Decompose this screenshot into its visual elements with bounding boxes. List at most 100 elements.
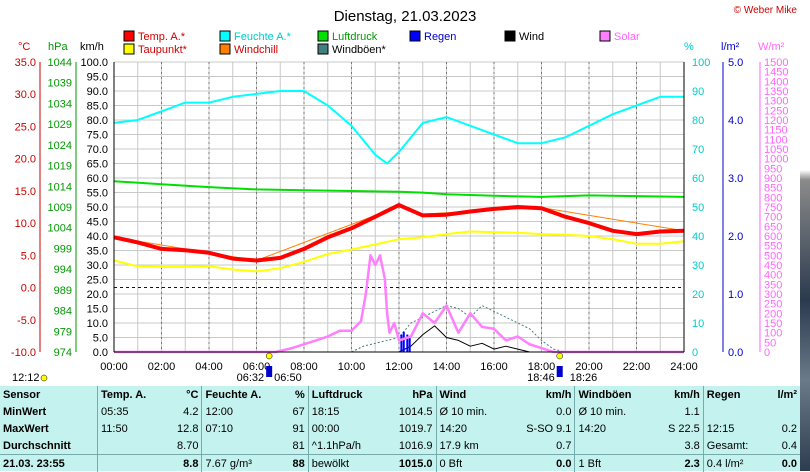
legend-label-regen: Regen [424,31,456,43]
x-tick-label: 24:00 [670,361,698,373]
pressure-tick-label: 989 [54,285,72,297]
wind-tick-label: 65.0 [87,159,108,171]
rain-tick-label: 3.0 [728,173,743,185]
x-tick-label: 10:00 [338,361,366,373]
wind-tick-label: 35.0 [87,246,108,258]
stats-rain-value: 0.2 [766,420,800,437]
stats-temp-time: 11:50 [98,420,166,437]
stats-row-average: Durchschnitt 8.70 81 ^1.1hPa/h 1016.9 17… [0,437,800,455]
humidity-tick-label: 80 [692,115,704,127]
pressure-tick-label: 984 [54,306,72,318]
humidity-unit-label: % [684,41,694,53]
stats-header-wind-unit: km/h [507,386,575,403]
x-tick-label: 22:00 [623,361,651,373]
legend-swatch-taupunkt [124,44,134,54]
stats-wind-value: 0.7 [507,437,575,455]
stats-wind-time: Ø 10 min. [436,403,507,420]
wind-tick-label: 0.0 [93,347,108,359]
temp-tick-label: 30.0 [15,89,36,101]
wind-tick-label: 10.0 [87,318,108,330]
temp-tick-label: 0.0 [21,283,36,295]
wind-tick-label: 15.0 [87,304,108,316]
stats-gust-value: 3.8 [653,437,703,455]
humidity-tick-label: 70 [692,144,704,156]
legend-swatch-temp-a [124,31,134,41]
stats-rain-time: Gesamt: [703,437,766,455]
stats-hum-time: 12:00 [202,403,284,420]
stats-press-time: bewölkt [308,455,383,472]
temp-tick-label: -5.0 [17,315,36,327]
stats-gust-time [575,437,653,455]
stats-temp-time: 05:35 [98,403,166,420]
stats-wind-time: 0 Bft [436,455,507,472]
legend-swatch-windböen [318,44,328,54]
moon-time: 12:12 [12,372,40,384]
x-tick-label: 12:00 [385,361,413,373]
sunset-time-bottom: 18:26 [570,372,598,384]
wind-tick-label: 70.0 [87,144,108,156]
wind-tick-label: 85.0 [87,101,108,113]
stats-temp-value: 8.8 [165,455,202,472]
wind-tick-label: 20.0 [87,289,108,301]
legend-label-taupunkt: Taupunkt* [138,44,188,56]
stats-row-current: 21.03. 23:55 8.8 7.67 g/m³ 88 bewölkt 10… [0,455,800,472]
stats-header-gust: Windböen [575,386,653,403]
wind-tick-label: 90.0 [87,86,108,98]
pressure-tick-label: 1034 [48,98,72,110]
stats-press-time: ^1.1hPa/h [308,437,383,455]
rain-unit-label: l/m² [721,41,740,53]
wind-tick-label: 30.0 [87,260,108,272]
stats-press-value: 1015.0 [383,455,436,472]
stats-hum-time: 7.67 g/m³ [202,455,284,472]
wind-tick-label: 95.0 [87,72,108,84]
wind-tick-label: 25.0 [87,275,108,287]
stats-temp-time [98,455,166,472]
stats-gust-value: 1.1 [653,403,703,420]
stats-rain-value: 0.4 [766,437,800,455]
series-rain-bar [403,332,405,352]
pressure-tick-label: 1044 [48,57,72,69]
chart-title: Dienstag, 21.03.2023 [334,8,477,25]
pressure-tick-label: 1029 [48,119,72,131]
sunrise-time-bottom: 06:50 [274,372,302,384]
stats-header-temp: Temp. A. [98,386,166,403]
stats-row-max: MaxWert 11:50 12.8 07:10 91 00:00 1019.7… [0,420,800,437]
stats-press-value: 1019.7 [383,420,436,437]
weather-chart: Dienstag, 21.03.2023 © Weber Mike Temp. … [0,0,800,386]
x-tick-label: 14:00 [433,361,461,373]
sunrise-marker [266,366,272,377]
solar-tick-label: 0 [764,347,770,359]
x-tick-label: 00:00 [100,361,128,373]
stats-hum-time [202,437,284,455]
stats-rain-value [766,403,800,420]
stats-press-value: 1014.5 [383,403,436,420]
humidity-tick-label: 10 [692,318,704,330]
stats-press-time: 18:15 [308,403,383,420]
stats-header-row: Sensor Temp. A. °C Feuchte A. % Luftdruc… [0,386,800,403]
pressure-tick-label: 979 [54,326,72,338]
statistics-panel: Sensor Temp. A. °C Feuchte A. % Luftdruc… [0,386,800,471]
stats-wind-value: S-SO 9.1 [507,420,575,437]
stats-temp-value: 8.70 [165,437,202,455]
humidity-tick-label: 60 [692,173,704,185]
wind-tick-label: 100.0 [80,57,108,69]
legend-label-windböen: Windböen* [332,44,387,56]
stats-label: MinWert [0,403,98,420]
pressure-tick-label: 999 [54,243,72,255]
x-tick-label: 04:00 [195,361,223,373]
legend-swatch-luftdruck [318,31,328,41]
temp-tick-label: 5.0 [21,250,36,262]
stats-temp-value: 12.8 [165,420,202,437]
temp-unit-label: °C [18,41,30,53]
copyright-text: © Weber Mike [734,5,798,16]
pressure-tick-label: 1009 [48,202,72,214]
pressure-tick-label: 1039 [48,78,72,90]
humidity-tick-label: 20 [692,289,704,301]
x-tick-label: 02:00 [148,361,176,373]
legend-label-wind: Wind [519,31,544,43]
rain-tick-label: 0.0 [728,347,743,359]
wind-tick-label: 45.0 [87,217,108,229]
stats-temp-time [98,437,166,455]
stats-header-rain: Regen [703,386,766,403]
legend-label-feuchte-a: Feuchte A.* [234,31,292,43]
